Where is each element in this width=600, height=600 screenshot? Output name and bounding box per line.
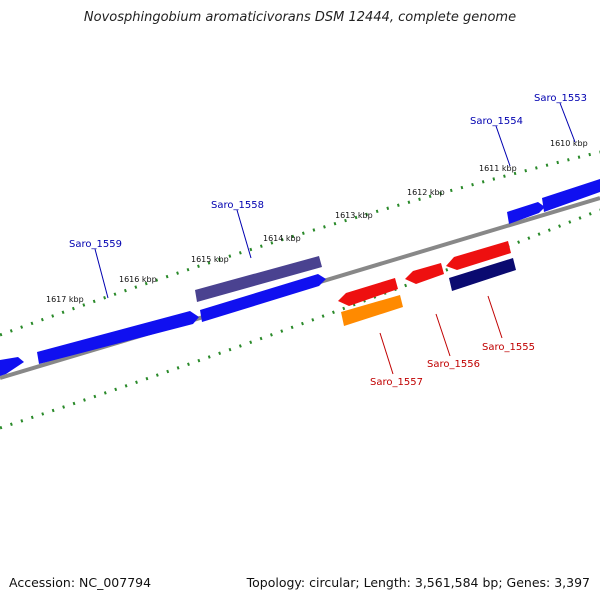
kbp-label: 1612 kbp bbox=[407, 188, 445, 197]
leader-line bbox=[236, 209, 252, 259]
kbp-label: 1614 kbp bbox=[263, 234, 301, 243]
reverse-gene-arrow-orange[interactable] bbox=[341, 295, 403, 326]
reverse-gene-arrow-dark[interactable] bbox=[449, 258, 516, 291]
outer-ruler-dots bbox=[0, 150, 600, 337]
reverse-gene-arrow[interactable] bbox=[446, 241, 511, 270]
kbp-label: 1616 kbp bbox=[119, 275, 157, 284]
inner-ruler bbox=[0, 208, 600, 430]
leader-line bbox=[559, 102, 576, 143]
forward-gene-arrow[interactable] bbox=[37, 311, 199, 364]
forward-gene-arrow[interactable] bbox=[507, 202, 545, 224]
leader-line bbox=[435, 313, 451, 357]
kbp-label: 1611 kbp bbox=[479, 164, 517, 173]
gene-label-saro-1558[interactable]: Saro_1558 bbox=[211, 200, 264, 211]
kbp-label: 1615 kbp bbox=[191, 255, 229, 264]
forward-gene-arrow[interactable] bbox=[542, 179, 600, 212]
leader-line bbox=[94, 248, 109, 299]
kbp-label: 1613 kbp bbox=[335, 211, 373, 220]
reverse-strand bbox=[338, 241, 516, 326]
gene-label-saro-1554[interactable]: Saro_1554 bbox=[470, 116, 523, 127]
reverse-gene-arrow[interactable] bbox=[338, 278, 398, 306]
kbp-label: 1617 kbp bbox=[46, 295, 84, 304]
leader-line bbox=[379, 332, 394, 375]
kbp-scale-labels: 1617 kbp 1616 kbp 1615 kbp 1614 kbp 1613… bbox=[46, 139, 588, 304]
label-leader-lines bbox=[94, 102, 576, 375]
gene-labels: Saro_1559 Saro_1558 Saro_1554 Saro_1553 … bbox=[69, 93, 587, 388]
genome-summary-text: Topology: circular; Length: 3,561,584 bp… bbox=[246, 575, 590, 590]
gene-label-saro-1553[interactable]: Saro_1553 bbox=[534, 93, 587, 104]
gene-label-saro-1555[interactable]: Saro_1555 bbox=[482, 342, 535, 353]
forward-gene-arrow[interactable] bbox=[0, 357, 24, 376]
leader-line bbox=[495, 125, 511, 167]
gene-label-saro-1557[interactable]: Saro_1557 bbox=[370, 377, 423, 388]
inner-ruler-dots bbox=[0, 208, 600, 430]
kbp-label: 1610 kbp bbox=[550, 139, 588, 148]
accession-text: Accession: NC_007794 bbox=[9, 575, 152, 590]
gene-label-saro-1559[interactable]: Saro_1559 bbox=[69, 239, 122, 250]
map-title: Novosphingobium aromaticivorans DSM 1244… bbox=[83, 10, 517, 25]
outer-ruler bbox=[0, 150, 600, 337]
forward-gene-arrow[interactable] bbox=[200, 274, 326, 322]
gene-label-saro-1556[interactable]: Saro_1556 bbox=[427, 359, 480, 370]
forward-gene-arrow-dark[interactable] bbox=[195, 256, 322, 302]
reverse-gene-arrow[interactable] bbox=[405, 263, 444, 284]
leader-line bbox=[487, 295, 503, 339]
forward-strand bbox=[0, 179, 600, 376]
